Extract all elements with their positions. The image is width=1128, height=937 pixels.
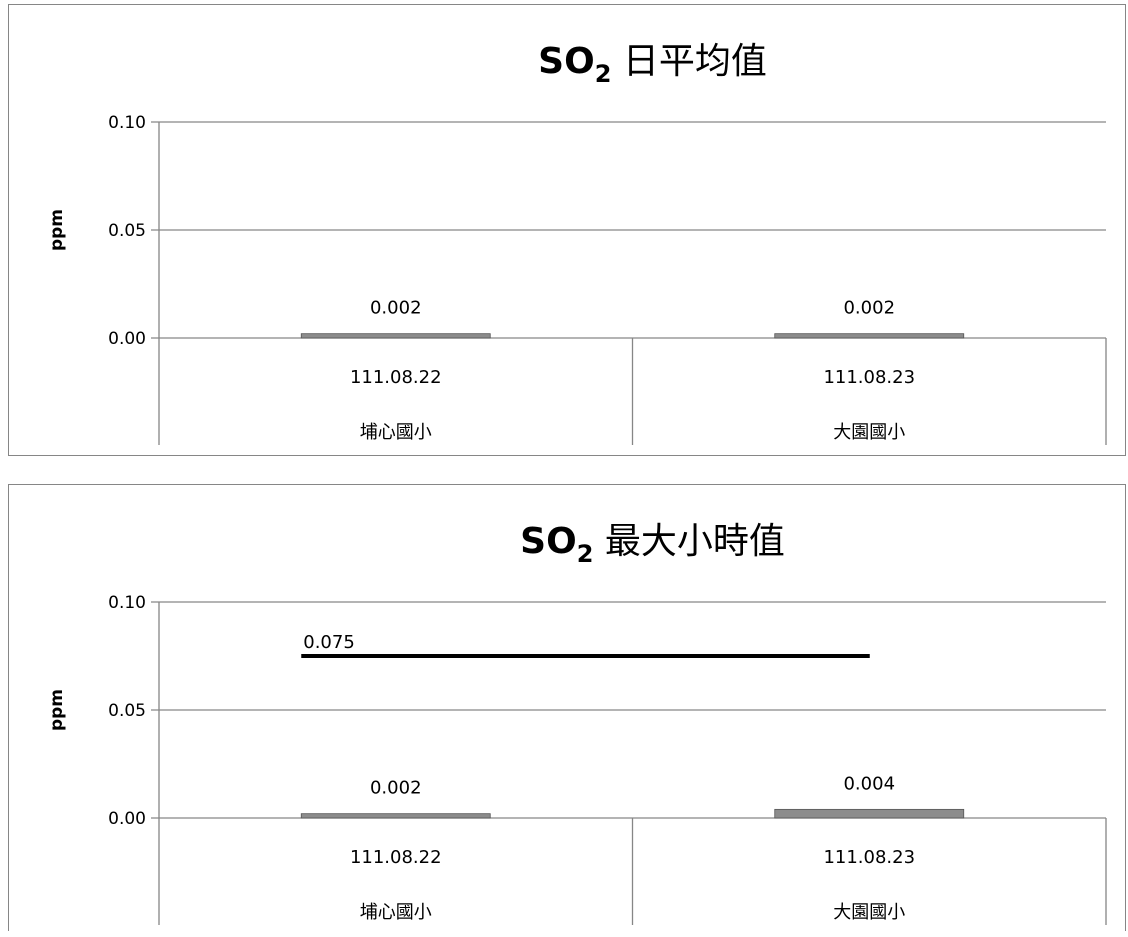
daily-average-bar xyxy=(300,333,491,339)
max-hourly-reference-label: 0.075 xyxy=(303,632,355,653)
max-hourly-bar xyxy=(300,813,491,819)
max-hourly-y-tick-label: 0.05 xyxy=(108,701,146,721)
max-hourly-category-date-label: 111.08.23 xyxy=(823,847,915,868)
max-hourly-title: SO2 最大小時值 xyxy=(520,521,785,568)
daily-average-y-tick-label: 0.10 xyxy=(108,113,146,133)
chart-daily-average-svg: SO2 日平均值 ppm 0.10 0.05 0.00 0.002 111.08.22 埔心國… xyxy=(47,41,1107,445)
daily-average-y-axis-label: ppm xyxy=(47,209,67,251)
daily-average-y-tick-label: 0.05 xyxy=(108,221,146,241)
max-hourly-y-axis-label: ppm xyxy=(47,689,67,731)
max-hourly-category-date-label: 111.08.22 xyxy=(350,847,442,868)
daily-average-category-date-label: 111.08.23 xyxy=(823,367,915,388)
max-hourly-category-site-label: 大園國小 xyxy=(833,902,905,923)
daily-average-category-site-label: 埔心國小 xyxy=(360,422,432,443)
daily-average-y-tick-label: 0.00 xyxy=(108,329,146,349)
max-hourly-y-tick-label: 0.10 xyxy=(108,593,146,613)
daily-average-title: SO2 日平均值 xyxy=(538,41,767,88)
daily-average-data-label: 0.002 xyxy=(843,298,895,319)
daily-average-category-date-label: 111.08.22 xyxy=(350,367,442,388)
chart-max-hourly: SO2 最大小時值 ppm 0.10 0.05 0.00 0.002 111.08.22 埔心… xyxy=(8,484,1126,931)
chart-max-hourly-svg: SO2 最大小時值 ppm 0.10 0.05 0.00 0.002 111.08.22 埔心… xyxy=(47,521,1107,925)
max-hourly-y-tick-label: 0.00 xyxy=(108,809,146,829)
daily-average-data-label: 0.002 xyxy=(370,298,422,319)
max-hourly-data-label: 0.004 xyxy=(843,773,895,794)
chart-daily-average: SO2 日平均值 ppm 0.10 0.05 0.00 0.002 111.08.22 埔心國… xyxy=(8,4,1126,456)
max-hourly-category-site-label: 埔心國小 xyxy=(360,902,432,923)
daily-average-category-site-label: 大園國小 xyxy=(833,422,905,443)
daily-average-bar xyxy=(774,333,965,339)
max-hourly-bar xyxy=(774,808,965,819)
max-hourly-data-label: 0.002 xyxy=(370,778,422,799)
